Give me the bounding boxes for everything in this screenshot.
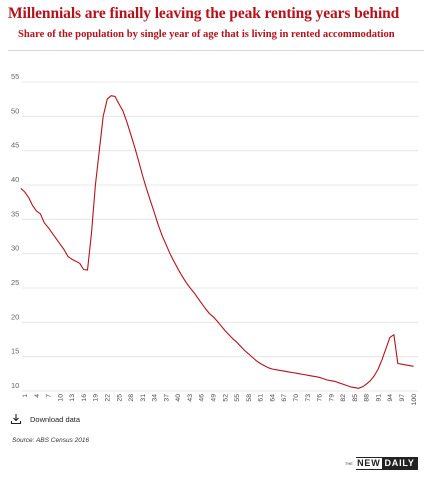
x-tick-label: 58 (246, 394, 253, 402)
y-tick-label: 35 (11, 209, 19, 218)
x-tick-label: 10 (57, 394, 64, 402)
x-tick-label: 16 (81, 394, 88, 402)
series-layer (20, 95, 414, 389)
newdaily-logo: THE NEW DAILY (345, 457, 418, 470)
line-chart: 10 15 20 25 30 35 40 45 50 55 1 4 7 10 13 16 19 22 25 28 31… (11, 72, 418, 406)
y-tick-label: 50 (11, 106, 19, 115)
series-line-0 (20, 95, 414, 389)
chart-subtitle: Share of the population by single year o… (18, 29, 395, 40)
y-tick-label: 15 (11, 347, 19, 356)
x-tick-label: 31 (140, 394, 147, 402)
logo-the: THE (345, 461, 354, 466)
download-icon (10, 414, 22, 425)
x-tick-label: 82 (340, 394, 347, 402)
x-tick-label: 88 (364, 394, 371, 402)
logo-daily: DAILY (381, 457, 418, 470)
x-tick-label: 1 (22, 394, 29, 398)
x-tick-label: 37 (163, 394, 170, 402)
x-tick-label: 55 (234, 394, 241, 402)
x-tick-label: 91 (376, 394, 383, 402)
x-tick-label: 28 (128, 394, 135, 402)
x-tick-label: 70 (293, 394, 300, 402)
gridlines (22, 81, 418, 392)
x-tick-label: 25 (116, 394, 123, 402)
x-tick-label: 34 (152, 394, 159, 402)
source-note: Source: ABS Census 2016 (12, 437, 90, 444)
y-tick-label: 20 (11, 312, 19, 321)
title-divider (8, 50, 424, 51)
x-tick-label: 43 (187, 394, 194, 402)
logo-new: NEW (356, 457, 382, 470)
y-axis-ticks: 10 15 20 25 30 35 40 45 50 55 (11, 72, 19, 390)
x-tick-label: 67 (281, 394, 288, 402)
x-tick-label: 94 (387, 394, 394, 402)
download-data-label: Download data (30, 414, 81, 424)
x-tick-label: 85 (352, 394, 359, 402)
x-tick-label: 76 (317, 394, 324, 402)
x-tick-label: 97 (399, 394, 406, 402)
x-tick-label: 52 (222, 394, 229, 402)
y-tick-label: 45 (11, 141, 19, 150)
x-tick-label: 73 (305, 394, 312, 402)
y-tick-label: 30 (11, 244, 19, 253)
x-tick-label: 22 (105, 394, 112, 402)
x-tick-label: 7 (46, 394, 53, 398)
download-data-button[interactable]: Download data (10, 413, 80, 425)
y-tick-label: 40 (11, 175, 19, 184)
x-tick-label: 13 (69, 394, 76, 402)
y-tick-label: 55 (11, 72, 19, 81)
x-axis-ticks: 1 4 7 10 13 16 19 22 25 28 31 34 37 40 43 46 49 52 55 58 61 6… (22, 394, 418, 406)
x-tick-label: 64 (269, 394, 276, 402)
x-tick-label: 46 (199, 394, 206, 402)
x-tick-label: 19 (93, 394, 100, 402)
x-tick-label: 100 (411, 394, 418, 406)
x-tick-label: 79 (328, 394, 335, 402)
x-tick-label: 4 (34, 394, 41, 398)
y-tick-label: 10 (11, 381, 19, 390)
chart-title: Millennials are finally leaving the peak… (8, 5, 400, 22)
x-tick-label: 61 (258, 394, 265, 402)
x-tick-label: 40 (175, 394, 182, 402)
y-tick-label: 25 (11, 278, 19, 287)
x-tick-label: 49 (211, 394, 218, 402)
